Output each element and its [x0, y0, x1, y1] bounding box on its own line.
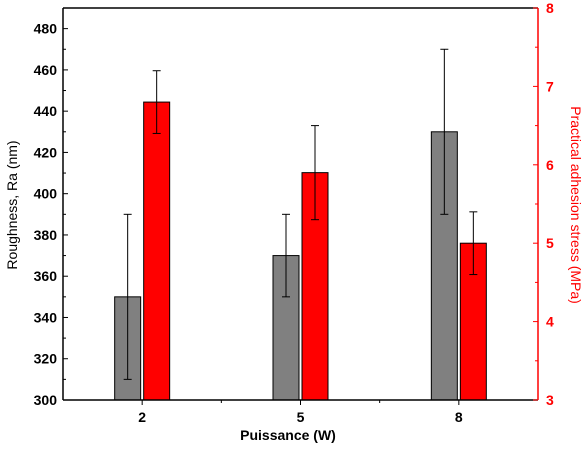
y-left-tick-label: 340 [34, 309, 58, 325]
y-right-tick-label: 4 [546, 314, 554, 330]
y-left-tick-label: 480 [34, 21, 58, 37]
y-left-tick-label: 300 [34, 392, 58, 408]
x-tick-label: 5 [297, 409, 305, 425]
bar-s1-2 [143, 101, 171, 401]
error-bars [123, 48, 478, 380]
y-left-tick-label: 380 [34, 227, 58, 243]
y-left-axis-title: Roughness, Ra (nm) [4, 140, 20, 269]
y-right-tick-label: 6 [546, 157, 554, 173]
y-right-axis-title: Practical adhesion stress (MPa) [568, 106, 581, 304]
y-right-tick-label: 5 [546, 235, 554, 251]
y-left-tick-label: 320 [34, 351, 58, 367]
x-axis-title: Puissance (W) [240, 427, 336, 443]
x-tick-label: 2 [138, 409, 146, 425]
y-right-tick-label: 8 [546, 0, 554, 16]
y-left-tick-label: 400 [34, 186, 58, 202]
ticks: 300 320 340 360 380 400 420 440 460 480 3 4 5 6 7 8 2 5 8 [34, 0, 554, 425]
y-left-tick-label: 360 [34, 268, 58, 284]
y-right-tick-label: 7 [546, 78, 554, 94]
y-left-tick-label: 460 [34, 62, 58, 78]
y-left-tick-label: 420 [34, 144, 58, 160]
bars [114, 101, 487, 401]
y-right-tick-label: 3 [546, 392, 554, 408]
x-tick-label: 8 [455, 409, 463, 425]
y-left-tick-label: 440 [34, 103, 58, 119]
